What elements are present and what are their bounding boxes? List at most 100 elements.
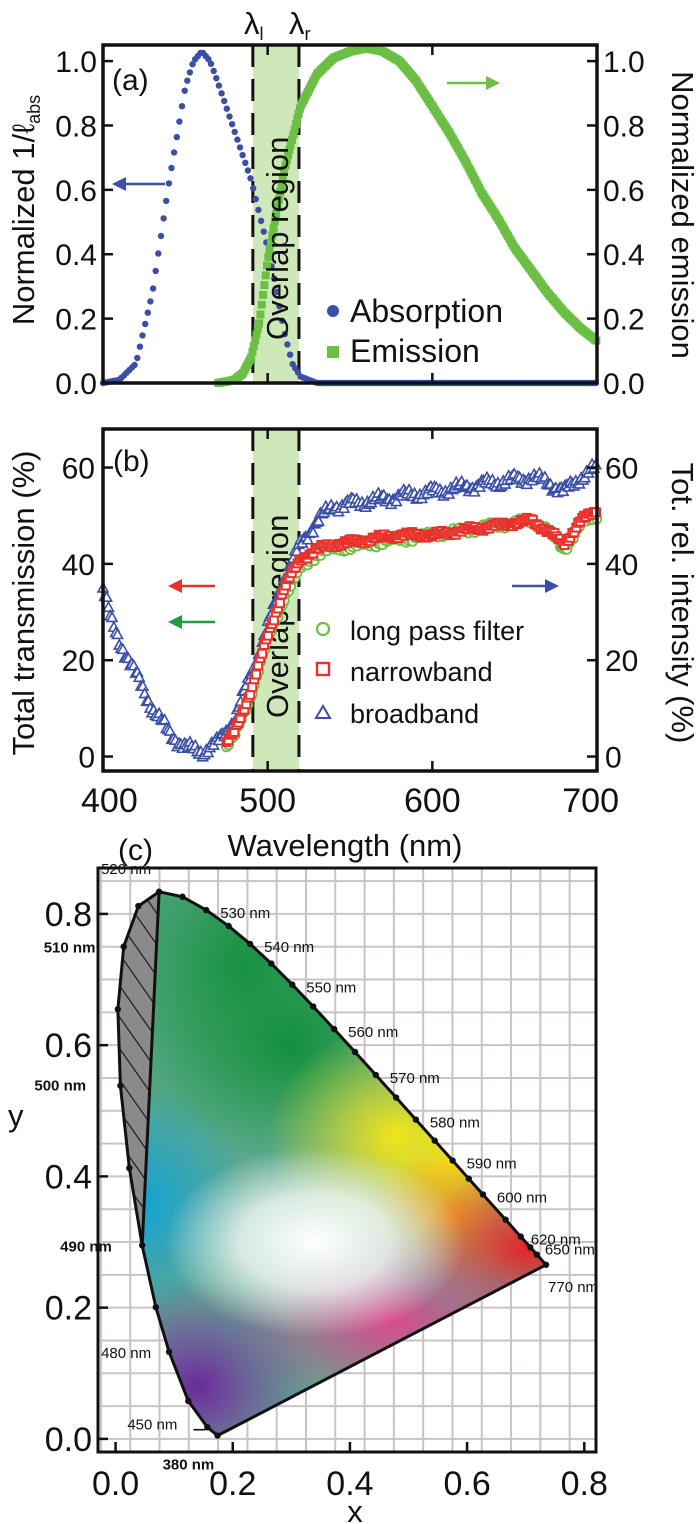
emission-point bbox=[292, 120, 300, 129]
y-tick-label: 0.2 bbox=[55, 304, 97, 337]
emission-point bbox=[281, 161, 290, 170]
y-tick-label: 0.0 bbox=[55, 368, 97, 401]
absorption-point bbox=[139, 332, 146, 339]
absorption-point bbox=[144, 309, 151, 316]
broadband-point bbox=[138, 686, 152, 699]
wavelength-label: 480 nm bbox=[101, 1345, 151, 1362]
narrowband-point bbox=[274, 598, 285, 609]
x-tick-label: 700 bbox=[562, 782, 619, 820]
absorption-point bbox=[157, 232, 165, 240]
emission-point bbox=[288, 135, 296, 144]
y-tick-label: 0.8 bbox=[45, 896, 92, 934]
absorption-point bbox=[284, 341, 291, 348]
arrow-head bbox=[545, 579, 559, 593]
plot-frame-b bbox=[101, 427, 599, 773]
locus-point bbox=[114, 1006, 122, 1013]
locus-point bbox=[289, 981, 296, 988]
broadband-point bbox=[116, 642, 130, 655]
broadband-point bbox=[132, 670, 146, 683]
y-tick-label: 0.4 bbox=[55, 239, 97, 272]
x-tick-label: 600 bbox=[404, 782, 461, 820]
wavelength-label: 380 nm bbox=[163, 1457, 215, 1474]
absorption-point bbox=[178, 103, 186, 110]
emission-point bbox=[293, 115, 302, 123]
spectral-locus bbox=[116, 890, 549, 1438]
y-right-axis-label-b: Tot. rel. intensity (%) bbox=[665, 463, 700, 744]
emission-point bbox=[286, 140, 295, 149]
broadband-point bbox=[105, 610, 119, 623]
emission-point bbox=[267, 238, 275, 247]
locus-point bbox=[517, 1233, 524, 1240]
absorption-point bbox=[244, 167, 252, 174]
locus-point bbox=[246, 940, 254, 948]
x-tick-label: 500 bbox=[239, 782, 296, 820]
absorption-point bbox=[255, 206, 262, 214]
broadband-point bbox=[390, 494, 403, 507]
legend-absorption-label: Absorption bbox=[350, 293, 503, 329]
absorption-point bbox=[176, 118, 183, 125]
locus-point bbox=[309, 1003, 317, 1010]
narrowband-point bbox=[257, 648, 268, 659]
wavelength-label: 580 nm bbox=[430, 1115, 480, 1132]
absorption-point bbox=[136, 343, 144, 350]
broadband-point bbox=[102, 600, 115, 613]
y-tick-label: 0.2 bbox=[45, 1290, 92, 1328]
y-axis-label-b: Total transmission (%) bbox=[6, 451, 41, 756]
y-right-tick-label: 0.6 bbox=[603, 175, 645, 208]
emission-point bbox=[280, 166, 289, 175]
absorption-point bbox=[170, 149, 178, 156]
absorption-point bbox=[250, 185, 257, 192]
emission-point bbox=[289, 130, 298, 139]
absorption-point bbox=[221, 97, 228, 105]
x-tick-label: 0.2 bbox=[209, 1465, 256, 1503]
x-tick-label: 0.6 bbox=[443, 1465, 490, 1503]
absorption-point bbox=[273, 288, 281, 295]
panel-label-a: (a) bbox=[112, 64, 149, 97]
locus-point bbox=[533, 1251, 541, 1258]
y-tick-label: 0.6 bbox=[45, 1027, 92, 1065]
emission-point bbox=[253, 324, 262, 333]
absorption-point bbox=[228, 121, 236, 128]
legend-broadband-marker bbox=[314, 704, 332, 719]
arrow-head bbox=[168, 615, 182, 629]
absorption-point bbox=[279, 317, 286, 324]
locus-point bbox=[152, 1303, 160, 1311]
locus-point bbox=[204, 1424, 211, 1431]
broadband-point bbox=[136, 679, 150, 691]
x-tick-label: 400 bbox=[81, 782, 138, 820]
series-emission bbox=[214, 44, 601, 387]
absorption-point bbox=[147, 298, 154, 305]
plot-frame-c bbox=[96, 866, 598, 1454]
absorption-point bbox=[247, 175, 254, 182]
absorption-point bbox=[181, 87, 188, 94]
locus-point bbox=[185, 1397, 192, 1405]
plot-frame-a bbox=[101, 43, 599, 385]
absorption-point bbox=[149, 285, 157, 292]
absorption-point bbox=[234, 136, 241, 143]
wavelength-label: 540 nm bbox=[264, 939, 314, 956]
y-right-tick-label: 0.2 bbox=[603, 304, 645, 337]
y-right-tick-label: 60 bbox=[605, 453, 638, 486]
locus-point bbox=[502, 1216, 509, 1223]
emission-point bbox=[277, 181, 286, 189]
absorption-point bbox=[226, 113, 233, 120]
locus-point bbox=[225, 922, 232, 930]
locus-point bbox=[431, 1137, 438, 1144]
emission-point bbox=[264, 253, 273, 262]
emission-point bbox=[265, 245, 274, 254]
y-tick-label: 1.0 bbox=[55, 46, 97, 79]
panel-label-c: (c) bbox=[118, 834, 153, 867]
absorption-point bbox=[213, 75, 220, 82]
emission-point bbox=[282, 156, 291, 165]
emission-point bbox=[294, 109, 303, 118]
x-tick-label: 0.0 bbox=[92, 1465, 139, 1503]
absorption-point bbox=[142, 320, 149, 328]
emission-point bbox=[248, 347, 257, 356]
wavelength-label: 650 nm bbox=[545, 1242, 595, 1259]
y-right-tick-label: 0.4 bbox=[603, 239, 645, 272]
emission-point bbox=[268, 231, 277, 240]
wavelength-label: 600 nm bbox=[497, 1189, 547, 1206]
